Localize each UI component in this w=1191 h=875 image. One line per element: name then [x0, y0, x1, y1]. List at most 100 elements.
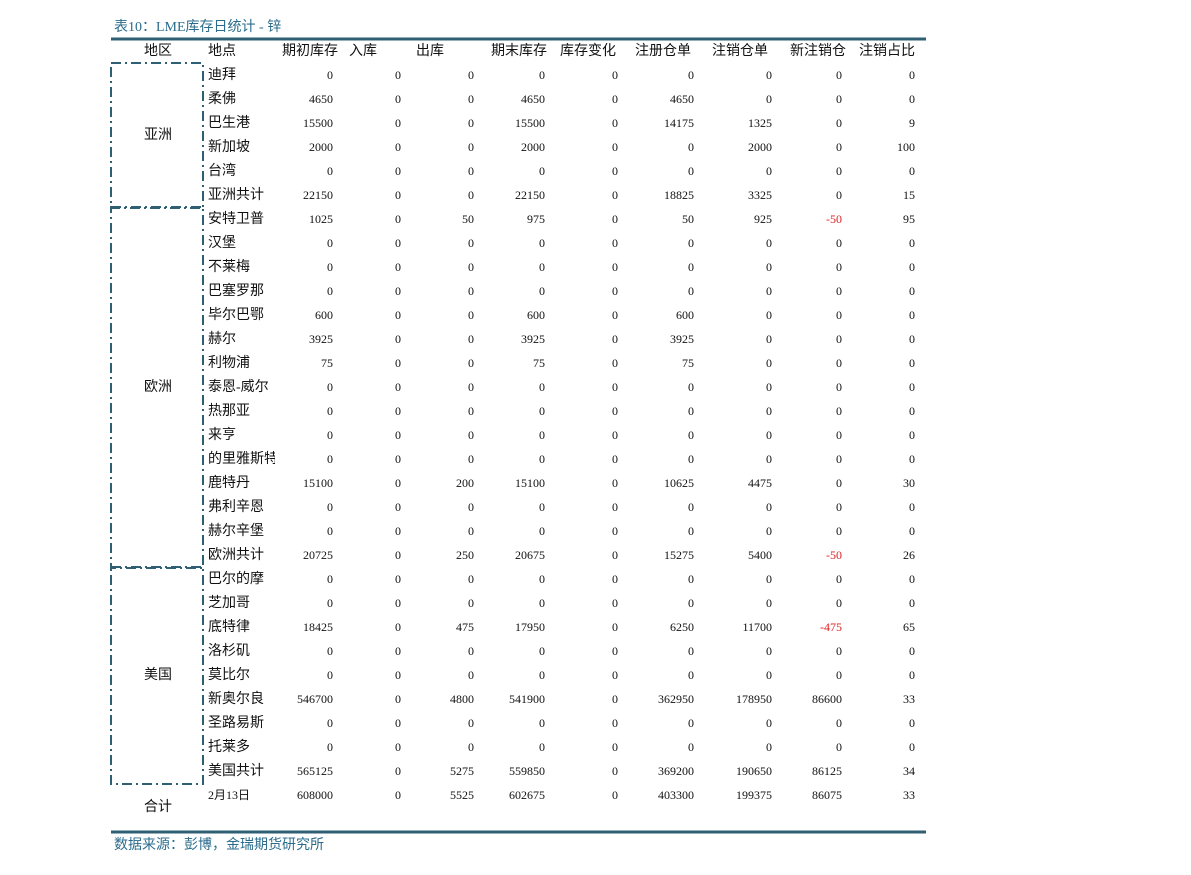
cell: 2000: [521, 140, 545, 154]
cell: 541900: [509, 692, 545, 706]
cell: 0: [688, 284, 694, 298]
cell: 2000: [748, 140, 772, 154]
place: 汉堡: [208, 235, 236, 251]
cell: 0: [395, 332, 401, 346]
title: 表10：LME库存日统计 - 锌: [114, 19, 281, 35]
cell: 0: [836, 356, 842, 370]
cell: 0: [327, 716, 333, 730]
cell: 20725: [303, 548, 333, 562]
cell: 362950: [658, 692, 694, 706]
cell: 11700: [742, 620, 772, 634]
cell: 0: [612, 692, 618, 706]
cell: 0: [909, 716, 915, 730]
cell: 0: [766, 428, 772, 442]
cell: 369200: [658, 764, 694, 778]
cell: 0: [766, 716, 772, 730]
cell: 18825: [664, 188, 694, 202]
cell: 565125: [297, 764, 333, 778]
place: 安特卫普: [208, 211, 264, 227]
cell: 0: [766, 284, 772, 298]
cell: 0: [327, 500, 333, 514]
cell: 600: [676, 308, 694, 322]
cell: 0: [766, 452, 772, 466]
place: 美国共计: [208, 763, 264, 779]
cell: 0: [836, 236, 842, 250]
cell: 0: [327, 644, 333, 658]
cell: 0: [539, 644, 545, 658]
column-header: 注销占比: [859, 43, 915, 59]
cell: 0: [688, 644, 694, 658]
place: 新奥尔良: [208, 690, 264, 707]
cell: 6250: [670, 620, 694, 634]
cell: 0: [612, 284, 618, 298]
cell: 0: [327, 428, 333, 442]
cell: 0: [909, 404, 915, 418]
cell: 0: [468, 500, 474, 514]
column-header: 期初库存: [282, 42, 338, 59]
cell: 0: [766, 332, 772, 346]
place: 台湾: [208, 162, 236, 179]
cell: 0: [395, 740, 401, 754]
cell: 0: [395, 356, 401, 370]
cell: 3925: [521, 332, 545, 346]
cell: 0: [766, 500, 772, 514]
cell: 34: [903, 764, 915, 778]
cell: 75: [533, 356, 545, 370]
cell: 0: [539, 716, 545, 730]
cell: 0: [612, 548, 618, 562]
cell: 3325: [748, 188, 772, 202]
cell: 0: [836, 68, 842, 82]
cell: 0: [909, 92, 915, 106]
place: 弗利辛恩: [208, 499, 264, 515]
cell: 22150: [515, 188, 545, 202]
cell: 0: [468, 644, 474, 658]
cell: 0: [836, 332, 842, 346]
cell: 0: [468, 236, 474, 250]
cell: 75: [682, 356, 694, 370]
region-name: 欧洲: [144, 379, 172, 395]
cell: 0: [395, 116, 401, 130]
cell: 18425: [303, 620, 333, 634]
cell: 0: [836, 308, 842, 322]
place: 莫比尔: [208, 667, 250, 683]
cell: 0: [539, 524, 545, 538]
cell: 1325: [748, 116, 772, 130]
cell: 0: [612, 212, 618, 226]
cell: 0: [766, 404, 772, 418]
cell: 0: [327, 380, 333, 394]
column-header: 入库: [349, 43, 377, 59]
place: 新加坡: [208, 139, 250, 155]
cell: 0: [766, 356, 772, 370]
cell: 0: [395, 308, 401, 322]
cell: 0: [327, 284, 333, 298]
cell: 0: [836, 740, 842, 754]
cell: 0: [327, 68, 333, 82]
cell: 600: [315, 308, 333, 322]
cell: 0: [539, 596, 545, 610]
column-header: 期末库存: [491, 43, 547, 59]
cell: 0: [836, 524, 842, 538]
cell: 0: [612, 428, 618, 442]
cell: 0: [395, 188, 401, 202]
cell: 0: [836, 596, 842, 610]
cell: 0: [688, 68, 694, 82]
cell: 0: [468, 308, 474, 322]
cell: 0: [909, 524, 915, 538]
cell: 14175: [664, 116, 694, 130]
cell: 0: [766, 164, 772, 178]
cell: 0: [468, 404, 474, 418]
cell: 0: [612, 260, 618, 274]
cell: 0: [395, 548, 401, 562]
cell: 0: [395, 284, 401, 298]
cell: 0: [688, 164, 694, 178]
cell: 0: [327, 524, 333, 538]
cell: 975: [527, 212, 545, 226]
place: 欧洲共计: [208, 547, 264, 563]
cell: 0: [327, 236, 333, 250]
column-header: 注册仓单: [635, 43, 691, 59]
cell: 0: [327, 596, 333, 610]
cell: 4800: [450, 692, 474, 706]
cell: 0: [766, 68, 772, 82]
cell: 190650: [736, 764, 772, 778]
